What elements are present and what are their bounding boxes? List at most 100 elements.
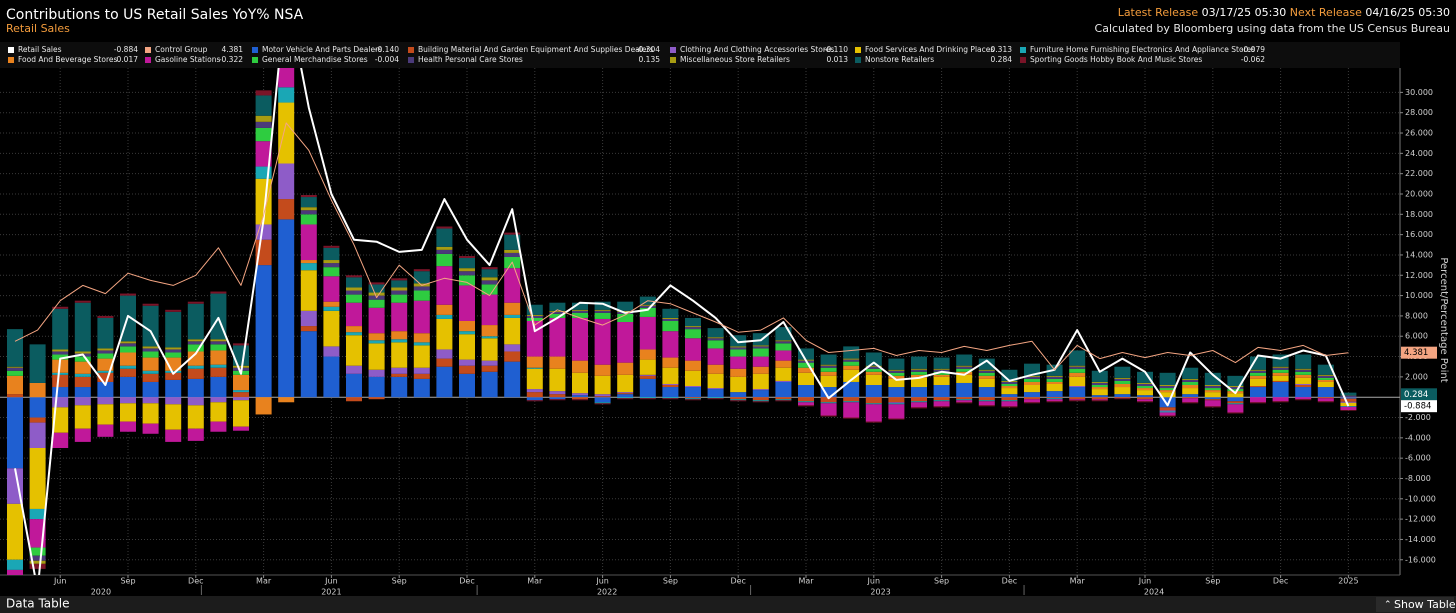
bar-segment bbox=[278, 199, 295, 220]
bar-segment bbox=[549, 311, 566, 314]
bar-segment bbox=[933, 371, 950, 375]
bar-segment bbox=[346, 290, 362, 295]
legend-label: Control Group bbox=[155, 45, 208, 54]
legend-value: -0.062 bbox=[1241, 55, 1265, 64]
bar-segment bbox=[685, 387, 701, 398]
bar-segment bbox=[1114, 377, 1131, 379]
bar-segment bbox=[346, 335, 362, 366]
bar-segment bbox=[978, 369, 995, 371]
next-date: 04/16/25 05:30 bbox=[1365, 6, 1450, 19]
bar-segment bbox=[707, 389, 724, 398]
bar-segment bbox=[978, 401, 995, 406]
show-table-button[interactable]: ⌃ Show Table bbox=[1376, 597, 1456, 612]
bar-segment bbox=[346, 277, 362, 288]
bar-segment bbox=[29, 344, 46, 383]
bar-segment bbox=[187, 344, 204, 352]
bar-segment bbox=[1114, 398, 1131, 400]
bar-segment bbox=[1046, 375, 1063, 377]
bar-segment bbox=[1159, 388, 1176, 391]
bar-segment bbox=[1024, 378, 1040, 382]
bar-segment bbox=[323, 247, 340, 261]
bar-segment bbox=[300, 210, 317, 215]
bar-segment bbox=[1227, 386, 1244, 388]
bar-segment bbox=[323, 306, 340, 311]
bar-segment bbox=[300, 207, 317, 211]
bar-segment bbox=[865, 421, 882, 423]
bar-segment bbox=[775, 360, 792, 368]
bar-segment bbox=[1001, 400, 1018, 402]
bar-segment bbox=[120, 346, 136, 353]
bar-segment bbox=[300, 270, 317, 311]
bar-segment bbox=[572, 372, 588, 394]
bar-segment bbox=[978, 375, 995, 379]
bar-segment bbox=[1137, 397, 1153, 400]
bar-segment bbox=[1272, 367, 1289, 370]
bar-segment bbox=[120, 368, 136, 377]
bar-segment bbox=[1272, 380, 1289, 382]
bar-segment bbox=[459, 373, 475, 398]
bar-segment bbox=[594, 402, 611, 404]
bar-segment bbox=[1250, 378, 1266, 387]
bar-segment bbox=[730, 376, 747, 393]
bar-segment bbox=[142, 423, 159, 434]
bar-segment bbox=[1227, 375, 1244, 387]
bar-segment bbox=[707, 373, 724, 389]
bar-segment bbox=[1204, 399, 1221, 401]
show-table-icon[interactable]: ⌃ bbox=[1384, 600, 1392, 610]
bar-segment bbox=[549, 317, 566, 357]
show-table-bg[interactable] bbox=[1376, 597, 1454, 612]
bar-segment bbox=[1069, 386, 1086, 388]
bar-segment bbox=[7, 370, 23, 376]
bar-segment bbox=[391, 376, 408, 398]
bar-segment bbox=[1046, 401, 1063, 403]
bar-segment bbox=[707, 348, 724, 365]
bar-segment bbox=[526, 397, 543, 401]
bar-segment bbox=[933, 385, 950, 398]
bar-segment bbox=[1024, 385, 1040, 393]
bar-segment bbox=[888, 370, 905, 373]
bar-segment bbox=[752, 390, 769, 398]
bar-segment bbox=[391, 342, 408, 368]
bar-segment bbox=[1159, 407, 1176, 411]
bar-segment bbox=[1295, 354, 1312, 369]
bar-segment bbox=[707, 328, 724, 338]
bar-segment bbox=[323, 301, 340, 307]
bar-segment bbox=[436, 304, 453, 315]
bar-segment bbox=[255, 115, 272, 122]
bar-segment bbox=[594, 318, 611, 365]
bar-segment bbox=[1069, 372, 1086, 377]
bar-segment bbox=[7, 569, 23, 575]
y-tick-label: 22.000 bbox=[1405, 169, 1433, 178]
bar-segment bbox=[978, 372, 995, 376]
bar-segment bbox=[730, 399, 747, 401]
bar-segment bbox=[391, 367, 408, 374]
bar-segment bbox=[1024, 381, 1040, 386]
bar-segment bbox=[120, 293, 136, 296]
y-tick-label: 14.000 bbox=[1405, 250, 1433, 259]
bar-segment bbox=[413, 286, 430, 291]
bar-segment bbox=[752, 348, 769, 357]
legend-value: -0.140 bbox=[375, 45, 399, 54]
x-tick-label: Jun bbox=[324, 577, 338, 586]
bar-segment bbox=[120, 421, 136, 432]
bar-segment bbox=[391, 339, 408, 343]
chart-title: Contributions to US Retail Sales YoY% NS… bbox=[6, 7, 304, 23]
bar-segment bbox=[481, 365, 498, 372]
bar-segment bbox=[798, 367, 814, 373]
value-badge-label: 4.381 bbox=[1404, 348, 1428, 358]
bar-segment bbox=[1069, 350, 1086, 366]
bar-segment bbox=[300, 224, 317, 261]
bar-segment bbox=[74, 361, 91, 374]
show-table-label[interactable]: Show Table bbox=[1394, 598, 1456, 611]
bar-segment bbox=[1091, 389, 1108, 396]
bar-segment bbox=[255, 90, 272, 96]
legend-swatch bbox=[145, 57, 151, 63]
bar-segment bbox=[572, 302, 588, 310]
bar-segment bbox=[1272, 381, 1289, 398]
bar-segment bbox=[1272, 369, 1289, 373]
bar-segment bbox=[165, 429, 182, 442]
bar-segment bbox=[1227, 393, 1244, 398]
bar-segment bbox=[1024, 363, 1040, 376]
bar-segment bbox=[843, 358, 860, 360]
